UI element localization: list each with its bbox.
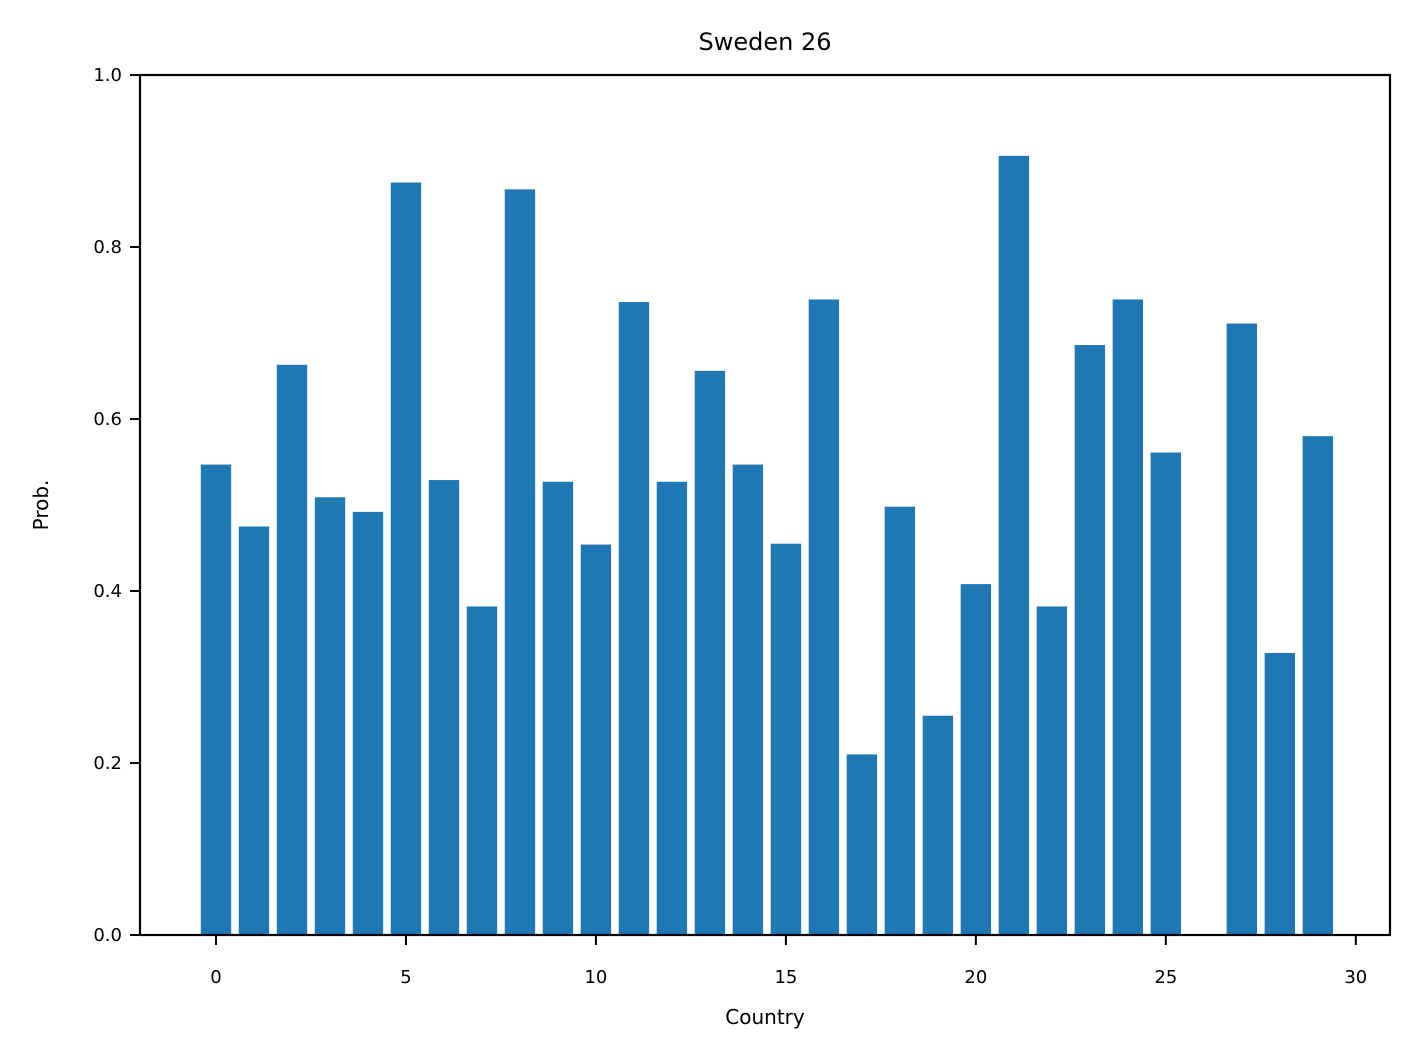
bar-9 <box>542 481 574 935</box>
bar-1 <box>238 526 270 935</box>
x-axis-label: Country <box>725 1005 805 1029</box>
chart-title: Sweden 26 <box>698 28 831 56</box>
x-tick-label: 0 <box>210 967 221 988</box>
bar-19 <box>922 715 954 935</box>
bar-29 <box>1302 436 1334 935</box>
bar-18 <box>884 506 916 935</box>
bar-2 <box>276 364 308 935</box>
bar-6 <box>428 480 460 935</box>
x-tick-label: 30 <box>1344 967 1367 988</box>
bar-3 <box>314 497 346 935</box>
x-axis-ticks: 0 5 10 15 20 25 30 <box>210 935 1367 988</box>
bar-8 <box>504 189 536 935</box>
bar-7 <box>466 606 498 935</box>
y-tick-label: 0.0 <box>93 925 122 946</box>
bar-21 <box>998 155 1030 936</box>
y-tick-label: 1.0 <box>93 65 122 86</box>
y-tick-label: 0.2 <box>93 753 122 774</box>
bar-17 <box>846 754 878 935</box>
y-axis-ticks: 0.0 0.2 0.4 0.6 0.8 1.0 <box>93 65 140 946</box>
x-tick-label: 5 <box>400 967 411 988</box>
bar-14 <box>732 464 764 935</box>
y-tick-label: 0.8 <box>93 237 122 258</box>
bar-13 <box>694 370 726 936</box>
bar-22 <box>1036 606 1068 935</box>
bar-12 <box>656 481 688 935</box>
bar-20 <box>960 584 992 935</box>
bar-16 <box>808 299 840 936</box>
bar-23 <box>1074 345 1106 935</box>
bar-11 <box>618 302 650 935</box>
x-tick-label: 15 <box>774 967 797 988</box>
plot-frame <box>138 73 1392 937</box>
bar-15 <box>770 543 802 935</box>
bar-25 <box>1150 452 1182 935</box>
bar-10 <box>580 544 612 935</box>
x-tick-label: 25 <box>1154 967 1177 988</box>
bar-0 <box>200 464 232 935</box>
y-tick-label: 0.6 <box>93 409 122 430</box>
x-tick-label: 20 <box>964 967 987 988</box>
y-axis-label: Prob. <box>29 480 53 531</box>
bars-group <box>200 155 1334 936</box>
bar-5 <box>390 182 422 935</box>
x-tick-label: 10 <box>584 967 607 988</box>
bar-28 <box>1264 652 1296 935</box>
y-tick-label: 0.4 <box>93 581 122 602</box>
bar-4 <box>352 511 384 935</box>
bar-24 <box>1112 299 1144 936</box>
bar-27 <box>1226 323 1258 935</box>
